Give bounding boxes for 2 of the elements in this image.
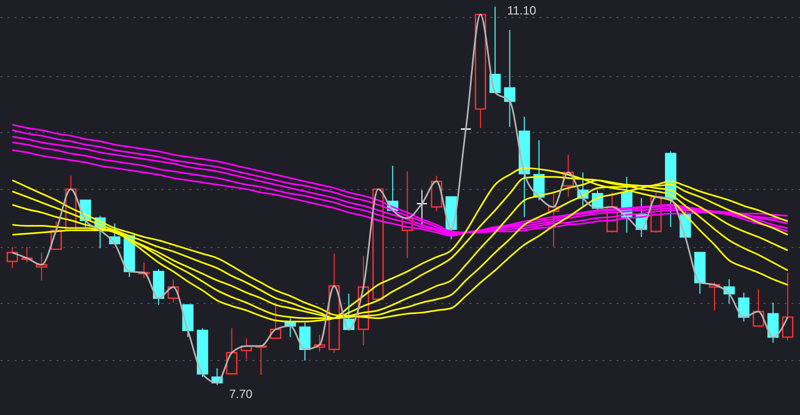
annotation: 11.10 <box>507 4 537 18</box>
annotation: 7.70 <box>229 386 253 401</box>
